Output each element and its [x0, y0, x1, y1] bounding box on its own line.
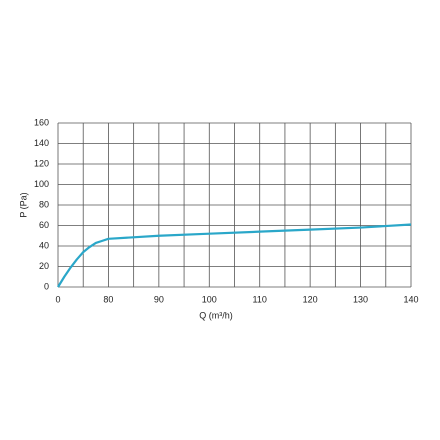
y-tick-label: 60 [39, 220, 49, 230]
y-tick-label: 80 [39, 199, 49, 209]
y-tick-label: 160 [34, 117, 49, 127]
x-tick-label: 80 [103, 294, 113, 304]
x-tick-label: 140 [403, 294, 418, 304]
x-tick-label: 120 [303, 294, 318, 304]
x-tick-label: 90 [154, 294, 164, 304]
x-tick-label: 100 [202, 294, 217, 304]
y-axis-label: P (Pa) [18, 192, 28, 217]
y-tick-label: 40 [39, 240, 49, 250]
x-tick-label: 110 [253, 294, 267, 304]
x-tick-label: 0 [55, 294, 60, 304]
x-tick-label: 130 [353, 294, 368, 304]
line-series [57, 223, 412, 288]
y-tick-label: 100 [34, 179, 49, 189]
y-tick-label: 140 [34, 138, 49, 148]
y-tick-label: 0 [44, 281, 49, 291]
y-tick-label: 20 [39, 261, 49, 271]
x-axis-label: Q (m³/h) [199, 310, 233, 320]
y-tick-label: 120 [34, 158, 49, 168]
